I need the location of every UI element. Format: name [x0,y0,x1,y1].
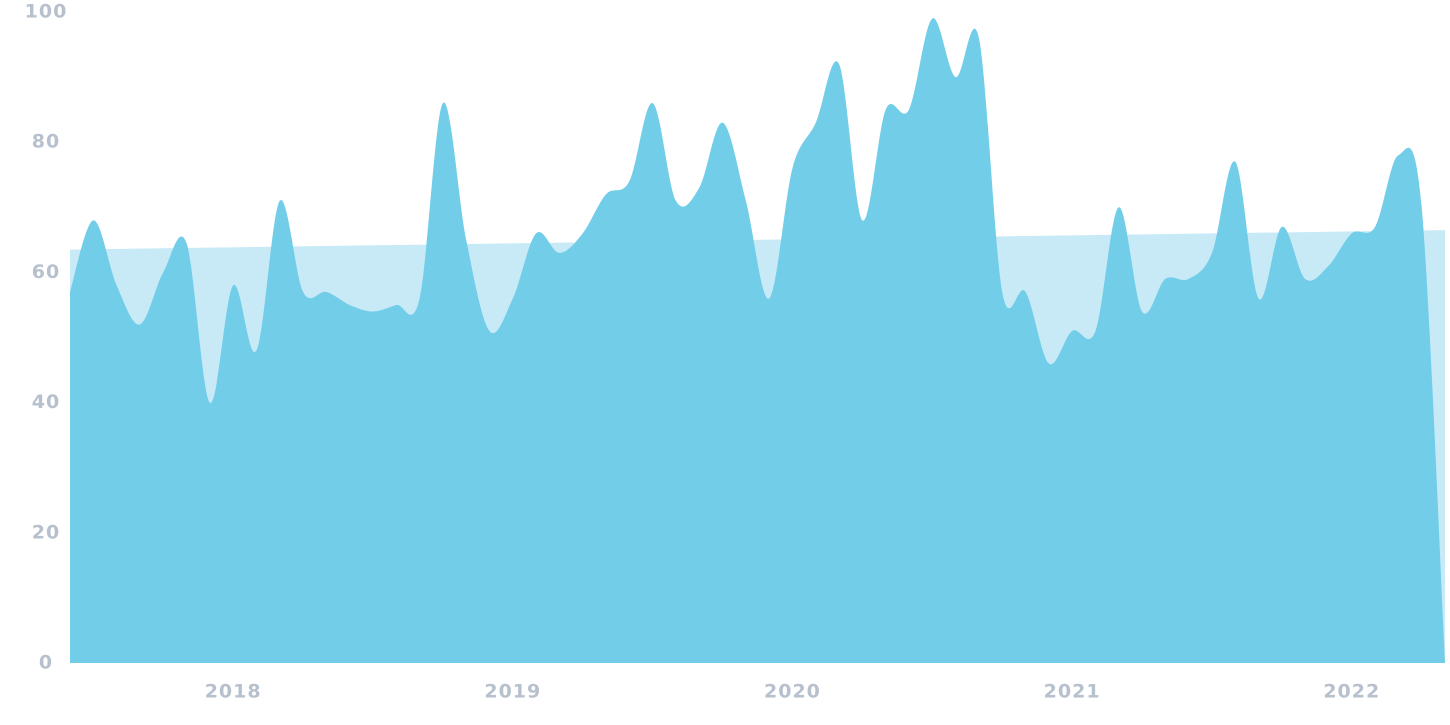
y-tick-label: 20 [32,521,60,543]
y-tick-label: 40 [32,391,60,413]
x-tick-label: 2021 [1044,681,1101,703]
y-tick-label: 60 [32,261,60,283]
area [70,18,1445,663]
y-tick-label: 100 [25,1,68,23]
x-tick-label: 2018 [205,681,262,703]
x-tick-label: 2019 [484,681,541,703]
x-tick-label: 2022 [1323,681,1380,703]
x-tick-label: 2020 [764,681,821,703]
y-tick-label: 0 [39,652,53,674]
y-tick-label: 80 [32,131,60,153]
